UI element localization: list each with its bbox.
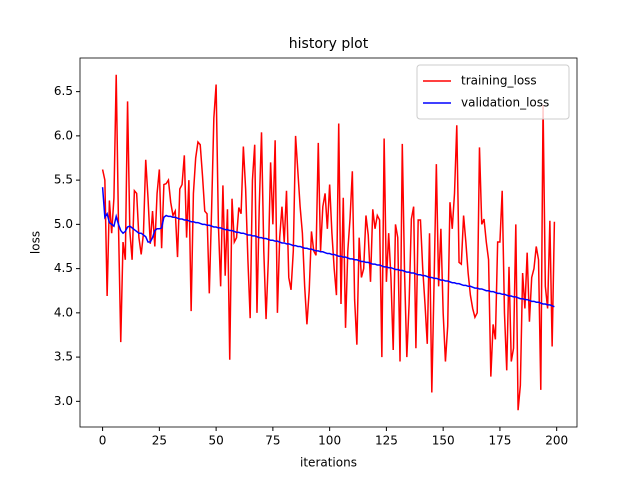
y-tick-label: 6.5 xyxy=(54,84,73,98)
plot-frame xyxy=(79,57,578,428)
y-axis-label: loss xyxy=(29,231,43,254)
line-series xyxy=(101,187,555,308)
x-tick-label: 200 xyxy=(545,434,568,448)
y-tick-label: 4.5 xyxy=(54,261,73,275)
x-tick-label: 125 xyxy=(375,434,398,448)
y-tick-label: 6.0 xyxy=(54,128,73,142)
chart-title: history plot xyxy=(289,36,369,52)
y-tick-label: 3.5 xyxy=(54,350,73,364)
legend-box xyxy=(416,64,570,120)
x-tick-label: 75 xyxy=(265,434,280,448)
y-tick-label: 5.0 xyxy=(54,217,73,231)
y-tick-label: 3.0 xyxy=(54,394,73,408)
y-tick-label: 4.0 xyxy=(54,305,73,319)
x-axis-label: iterations xyxy=(300,456,357,470)
legend-label: training_loss xyxy=(461,74,537,88)
x-tick-label: 175 xyxy=(488,434,511,448)
y-tick-label: 5.5 xyxy=(54,173,73,187)
legend-label: validation_loss xyxy=(461,96,549,110)
x-tick-label: 0 xyxy=(99,434,107,448)
line-series xyxy=(101,74,556,411)
x-tick-label: 100 xyxy=(318,434,341,448)
x-tick-label: 25 xyxy=(152,434,167,448)
x-tick-label: 150 xyxy=(432,434,455,448)
x-tick-label: 50 xyxy=(208,434,223,448)
